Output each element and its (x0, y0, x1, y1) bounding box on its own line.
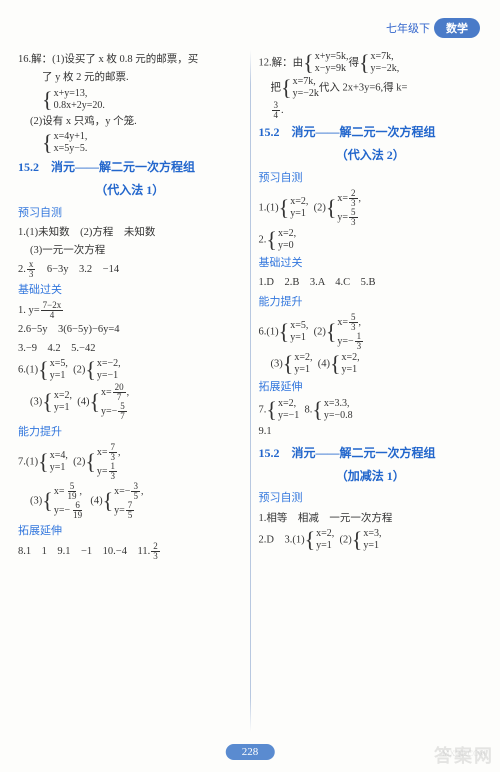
text-line: 3.−9 4.2 5.−42 (18, 340, 242, 357)
sub-heading: 能力提升 (18, 423, 242, 441)
text-line: 把{x=7k,y=−2k代入 2x+3y=6,得 k= (259, 76, 483, 100)
text-line: 2.{x=2,y=0 (259, 228, 483, 252)
text-line: 1.相等 相减 一元一次方程 (259, 510, 483, 527)
text-line: 12.解：由{x+y=5k,x−y=9k得{x=7k,y=−2k, (259, 51, 483, 75)
text-line: 7.(1){x=4,y=1 (2){x=73,y=13 (18, 443, 242, 481)
equation-system: {x+y=13,0.8x+2y=20. (18, 88, 242, 112)
left-column: 16.解：(1)设买了 x 枚 0.8 元的邮票，买 了 y 枚 2 元的邮票.… (18, 50, 242, 732)
text-line: 1.(1)未知数 (2)方程 未知数 (18, 224, 242, 241)
text-line: 2.x3 6−3y 3.2 −14 (18, 260, 242, 279)
sub-heading: 预习自测 (18, 204, 242, 222)
column-divider (250, 50, 251, 732)
text-line: 8.1 1 9.1 −1 10.−4 11.23 (18, 542, 242, 561)
sub-heading: 拓展延伸 (259, 378, 483, 396)
page-header: 七年级下 数学 (386, 18, 480, 38)
page-number: 228 (226, 744, 275, 760)
right-column: 12.解：由{x+y=5k,x−y=9k得{x=7k,y=−2k, 把{x=7k… (259, 50, 483, 732)
text-line: (3)一元一次方程 (18, 242, 242, 259)
text-line: 16.解：(1)设买了 x 枚 0.8 元的邮票，买 (18, 51, 242, 68)
section-subtitle: （代入法 2） (259, 146, 483, 166)
text-line: 7.{x=2,y=−1 8.{x=3.3,y=−0.8 (259, 398, 483, 422)
section-title: 15.2 消元——解二元一次方程组 (259, 444, 483, 464)
sub-heading: 基础过关 (259, 254, 483, 272)
text-line: (3){x=519,y=−619 (4){x=−35,y=75 (18, 482, 242, 520)
text-line: 2.D 3.(1){x=2,y=1 (2){x=3,y=1 (259, 528, 483, 552)
section-subtitle: （加减法 1） (259, 467, 483, 487)
sub-heading: 能力提升 (259, 293, 483, 311)
text-line: 1.D 2.B 3.A 4.C 5.B (259, 274, 483, 291)
grade-label: 七年级下 (386, 20, 430, 36)
text-line: 1. y=7−2x4 (18, 301, 242, 320)
text-line: 34. (259, 101, 483, 120)
text-line: 6.(1){x=5,y=1 (2){x=−2,y=−1 (18, 358, 242, 382)
text-line: 2.6−5y 3(6−5y)−6y=4 (18, 321, 242, 338)
equation-system: {x=4y+1,x=5y−5. (18, 131, 242, 155)
text-line: (3){x=2,y=1 (4){x=2,y=1 (259, 352, 483, 376)
text-line: 1.(1){x=2,y=1 (2){x=23,y=53 (259, 189, 483, 227)
text-line: (3){x=2,y=1 (4){x=207,y=−57 (18, 383, 242, 421)
text-line: (2)设有 x 只鸡，y 个笼. (18, 113, 242, 130)
content-columns: 16.解：(1)设买了 x 枚 0.8 元的邮票，买 了 y 枚 2 元的邮票.… (18, 50, 482, 732)
sub-heading: 基础过关 (18, 281, 242, 299)
sub-heading: 拓展延伸 (18, 522, 242, 540)
text-line: 9.1 (259, 423, 483, 440)
subject-badge: 数学 (434, 18, 480, 38)
text-line: 6.(1){x=5,y=1 (2){x=53,y=−13 (259, 313, 483, 351)
text-line: 了 y 枚 2 元的邮票. (18, 69, 242, 86)
section-subtitle: （代入法 1） (18, 181, 242, 201)
sub-heading: 预习自测 (259, 489, 483, 507)
watermark: 答案网 (434, 742, 494, 768)
section-title: 15.2 消元——解二元一次方程组 (18, 158, 242, 178)
section-title: 15.2 消元——解二元一次方程组 (259, 123, 483, 143)
sub-heading: 预习自测 (259, 169, 483, 187)
